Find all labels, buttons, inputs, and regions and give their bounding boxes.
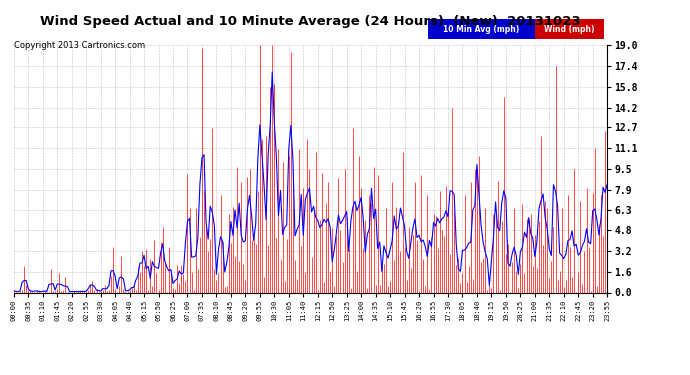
Text: 10 Min Avg (mph): 10 Min Avg (mph) [443,25,520,34]
Text: Wind Speed Actual and 10 Minute Average (24 Hours)  (New)  20131023: Wind Speed Actual and 10 Minute Average … [40,15,581,28]
Text: Copyright 2013 Cartronics.com: Copyright 2013 Cartronics.com [14,41,145,50]
Text: Wind (mph): Wind (mph) [544,25,595,34]
